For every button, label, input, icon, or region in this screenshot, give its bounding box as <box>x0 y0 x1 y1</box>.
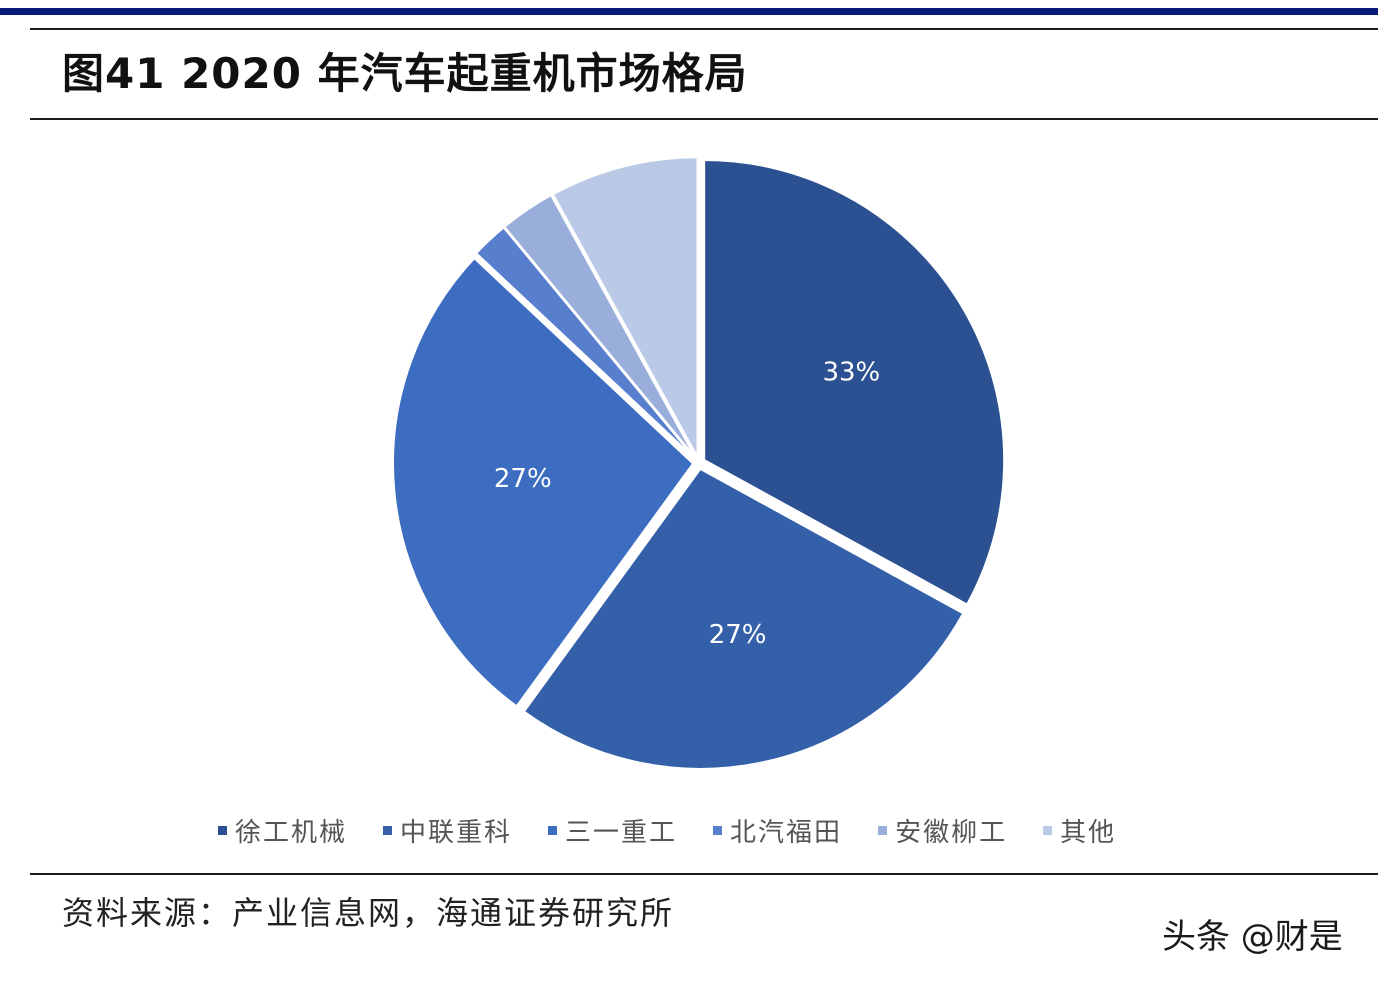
legend-swatch <box>548 825 558 835</box>
legend-label: 徐工机械 <box>235 817 348 848</box>
chart-legend: 徐工机械 中联重科 三一重工 北汽福田 安徽柳工 其他 <box>218 812 1116 848</box>
legend-item-其他: 其他 <box>1043 812 1116 849</box>
top-accent-bar <box>0 8 1378 15</box>
legend-swatch <box>878 825 888 835</box>
legend-label: 安徽柳工 <box>895 817 1008 848</box>
legend-item-三一重工: 三一重工 <box>548 812 677 849</box>
bottom-rule <box>30 873 1378 875</box>
legend-label: 其他 <box>1060 817 1117 848</box>
data-label-中联重科: 27% <box>709 620 767 650</box>
legend-swatch <box>713 825 723 835</box>
legend-label: 北汽福田 <box>730 817 843 848</box>
watermark: 头条 @财是 <box>1162 917 1343 957</box>
pie-slice-中联重科 <box>522 467 965 770</box>
legend-swatch <box>218 825 227 835</box>
source-note: 资料来源：产业信息网，海通证券研究所 <box>62 894 675 932</box>
legend-swatch <box>383 825 393 835</box>
pie-slice-徐工机械 <box>703 158 1006 606</box>
top-rule <box>30 28 1378 30</box>
legend-item-安徽柳工: 安徽柳工 <box>878 812 1007 849</box>
figure-title: 图41 2020 年汽车起重机市场格局 <box>62 49 748 98</box>
legend-swatch <box>1043 825 1053 835</box>
legend-item-徐工机械: 徐工机械 <box>218 812 347 849</box>
legend-item-中联重科: 中联重科 <box>383 812 512 849</box>
data-label-三一重工: 27% <box>494 464 552 494</box>
title-rule <box>30 118 1378 120</box>
pie-slice-安徽柳工 <box>502 193 697 459</box>
legend-label: 中联重科 <box>400 817 513 848</box>
legend-item-北汽福田: 北汽福田 <box>713 812 842 849</box>
pie-slice-三一重工 <box>392 256 695 708</box>
legend-label: 三一重工 <box>565 817 678 848</box>
data-label-徐工机械: 33% <box>822 357 880 387</box>
pie-slice-其他 <box>551 156 699 458</box>
